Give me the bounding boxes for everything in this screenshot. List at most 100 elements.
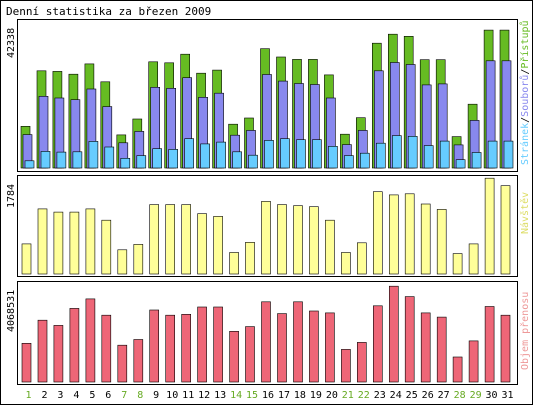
bar-kbytes-day-21 bbox=[341, 349, 351, 383]
day-label-10: 10 bbox=[166, 390, 178, 401]
bar-pages-day-31 bbox=[503, 140, 514, 169]
bar-visits-day-1 bbox=[21, 243, 32, 275]
bar-pages-day-27 bbox=[439, 140, 450, 169]
bar-kbytes-day-23 bbox=[372, 305, 383, 383]
bar-kbytes-day-16 bbox=[261, 301, 271, 383]
bar-pages-day-1 bbox=[24, 160, 35, 169]
legend-separator-1: / bbox=[520, 117, 531, 123]
bar-visits-day-3 bbox=[53, 211, 64, 275]
bar-kbytes-day-3 bbox=[53, 325, 64, 383]
bar-visits-day-11 bbox=[181, 204, 191, 275]
bar-pages-day-23 bbox=[375, 142, 386, 169]
day-label-22: 22 bbox=[358, 390, 370, 401]
bar-pages-day-20 bbox=[328, 146, 338, 169]
bar-pages-day-17 bbox=[280, 138, 290, 169]
day-label-12: 12 bbox=[198, 390, 210, 401]
bar-pages-day-11 bbox=[184, 138, 194, 169]
day-label-5: 5 bbox=[89, 390, 95, 401]
bar-pages-day-10 bbox=[168, 149, 178, 169]
panel-kbytes-frame bbox=[17, 281, 518, 385]
bar-visits-day-2 bbox=[37, 208, 48, 275]
day-label-4: 4 bbox=[73, 390, 79, 401]
day-label-14: 14 bbox=[230, 390, 242, 401]
bar-pages-day-9 bbox=[152, 148, 162, 169]
bar-pages-day-3 bbox=[56, 151, 67, 169]
panel-visits-bars bbox=[21, 177, 511, 275]
bar-kbytes-day-2 bbox=[37, 319, 48, 383]
day-label-23: 23 bbox=[374, 390, 386, 401]
bar-visits-day-5 bbox=[85, 208, 96, 275]
day-label-19: 19 bbox=[310, 390, 322, 401]
bar-pages-day-13 bbox=[216, 141, 226, 169]
bar-visits-day-30 bbox=[484, 177, 495, 275]
bar-kbytes-day-19 bbox=[309, 310, 319, 383]
bar-kbytes-day-1 bbox=[21, 342, 32, 383]
day-label-3: 3 bbox=[57, 390, 63, 401]
bar-visits-day-6 bbox=[101, 219, 112, 275]
bar-pages-day-25 bbox=[407, 136, 418, 169]
panel-kbytes-bars bbox=[21, 285, 511, 383]
bar-kbytes-day-30 bbox=[484, 306, 495, 383]
bar-kbytes-day-15 bbox=[245, 326, 255, 383]
bar-pages-day-15 bbox=[248, 154, 258, 169]
bar-visits-day-15 bbox=[245, 242, 255, 275]
bar-visits-day-18 bbox=[293, 205, 303, 275]
day-label-21: 21 bbox=[342, 390, 354, 401]
bar-visits-day-9 bbox=[149, 204, 159, 275]
bar-visits-day-25 bbox=[404, 193, 415, 275]
bar-visits-day-19 bbox=[309, 206, 319, 275]
bar-pages-day-16 bbox=[264, 140, 274, 169]
panel-visits-ymax-label: 1784 bbox=[6, 184, 17, 208]
bar-pages-day-14 bbox=[232, 151, 242, 169]
bar-pages-day-29 bbox=[471, 152, 482, 169]
bar-visits-day-29 bbox=[468, 243, 479, 275]
bar-visits-day-23 bbox=[372, 191, 383, 275]
bar-kbytes-day-5 bbox=[85, 298, 96, 383]
bar-visits-day-22 bbox=[356, 242, 367, 275]
bar-pages-day-7 bbox=[120, 158, 131, 169]
bar-kbytes-day-12 bbox=[197, 306, 207, 383]
bar-visits-day-31 bbox=[500, 185, 511, 275]
legend-hits: Přístupů bbox=[519, 20, 531, 68]
bar-pages-day-26 bbox=[423, 145, 434, 169]
bar-pages-day-2 bbox=[40, 151, 51, 169]
bar-kbytes-day-11 bbox=[181, 313, 191, 383]
day-label-25: 25 bbox=[406, 390, 418, 401]
chart-title: Denní statistika za březen 2009 bbox=[6, 5, 211, 18]
day-label-17: 17 bbox=[278, 390, 290, 401]
day-label-6: 6 bbox=[105, 390, 111, 401]
bar-visits-day-14 bbox=[229, 252, 239, 275]
bar-visits-day-26 bbox=[420, 203, 431, 275]
day-label-1: 1 bbox=[25, 390, 31, 401]
bar-kbytes-day-18 bbox=[293, 301, 303, 383]
bar-kbytes-day-22 bbox=[356, 342, 367, 383]
bar-kbytes-day-31 bbox=[500, 314, 511, 383]
bar-kbytes-day-10 bbox=[165, 314, 175, 383]
bar-kbytes-day-27 bbox=[436, 316, 447, 383]
day-label-28: 28 bbox=[454, 390, 466, 401]
bar-pages-day-4 bbox=[72, 151, 83, 169]
bar-pages-day-6 bbox=[104, 146, 115, 169]
day-label-13: 13 bbox=[214, 390, 226, 401]
bar-kbytes-day-25 bbox=[404, 296, 415, 383]
day-label-16: 16 bbox=[262, 390, 274, 401]
bar-kbytes-day-20 bbox=[325, 312, 335, 383]
panel-hits-bars bbox=[20, 29, 514, 169]
day-label-24: 24 bbox=[390, 390, 402, 401]
bar-visits-day-13 bbox=[213, 216, 223, 275]
day-label-26: 26 bbox=[422, 390, 434, 401]
day-label-11: 11 bbox=[182, 390, 194, 401]
bar-pages-day-28 bbox=[455, 159, 466, 169]
day-label-9: 9 bbox=[153, 390, 159, 401]
bar-visits-day-12 bbox=[197, 213, 207, 275]
bar-pages-day-30 bbox=[487, 140, 498, 169]
panel-hits-frame bbox=[17, 19, 518, 172]
day-label-7: 7 bbox=[121, 390, 127, 401]
bar-visits-day-7 bbox=[117, 249, 128, 275]
panel-visits-legend: Návštěv bbox=[519, 192, 531, 234]
day-label-20: 20 bbox=[326, 390, 338, 401]
panel-visits-frame bbox=[17, 175, 518, 277]
bar-kbytes-day-28 bbox=[452, 356, 463, 383]
bar-visits-day-4 bbox=[69, 211, 80, 275]
bar-kbytes-day-26 bbox=[420, 312, 431, 383]
